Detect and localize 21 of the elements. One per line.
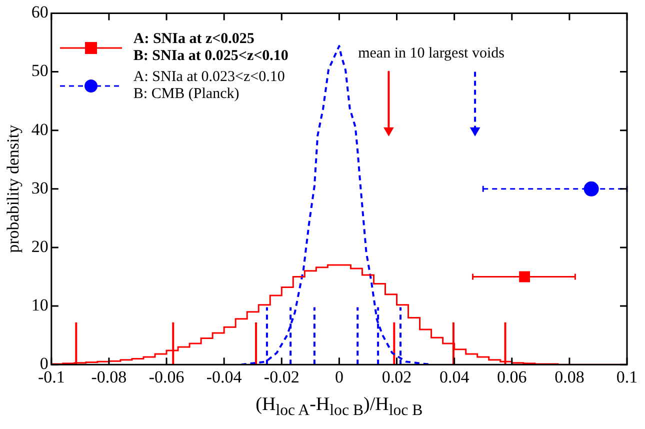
x-tick-label: 0.08 bbox=[554, 367, 584, 386]
x-tick-label: 0 bbox=[334, 367, 344, 386]
x-tick-label: -0.04 bbox=[206, 367, 242, 386]
x-tick-label: 0.04 bbox=[439, 367, 470, 386]
y-tick-label: 20 bbox=[31, 236, 48, 256]
y-axis-title: probability density bbox=[4, 124, 23, 253]
legend-label: A: SNIa at z<0.025 B: SNIa at 0.025<z<0.10 bbox=[133, 31, 288, 66]
x-tick-label: 0.06 bbox=[497, 367, 527, 386]
x-tick-label: 0.02 bbox=[382, 367, 412, 386]
x-tick-label: -0.02 bbox=[264, 367, 300, 386]
annotation: mean in 10 largest voids bbox=[358, 45, 504, 62]
y-tick-label: 50 bbox=[31, 61, 48, 80]
x-tick-label: -0.08 bbox=[91, 367, 127, 386]
x-tick-label: -0.06 bbox=[148, 367, 184, 386]
x-tick-label: 0.1 bbox=[616, 367, 638, 386]
y-tick-label: 40 bbox=[31, 120, 48, 139]
y-tick-label: 10 bbox=[31, 296, 48, 314]
legend-label: A: SNIa at 0.023<z<0.10 B: CMB (Planck) bbox=[133, 69, 285, 104]
y-tick-label: 60 bbox=[31, 2, 48, 22]
x-axis-title: (H$_{loc A}$-H$_{loc B}$)/H$_{loc B}$ bbox=[254, 394, 424, 420]
y-tick-label: 30 bbox=[31, 178, 48, 198]
